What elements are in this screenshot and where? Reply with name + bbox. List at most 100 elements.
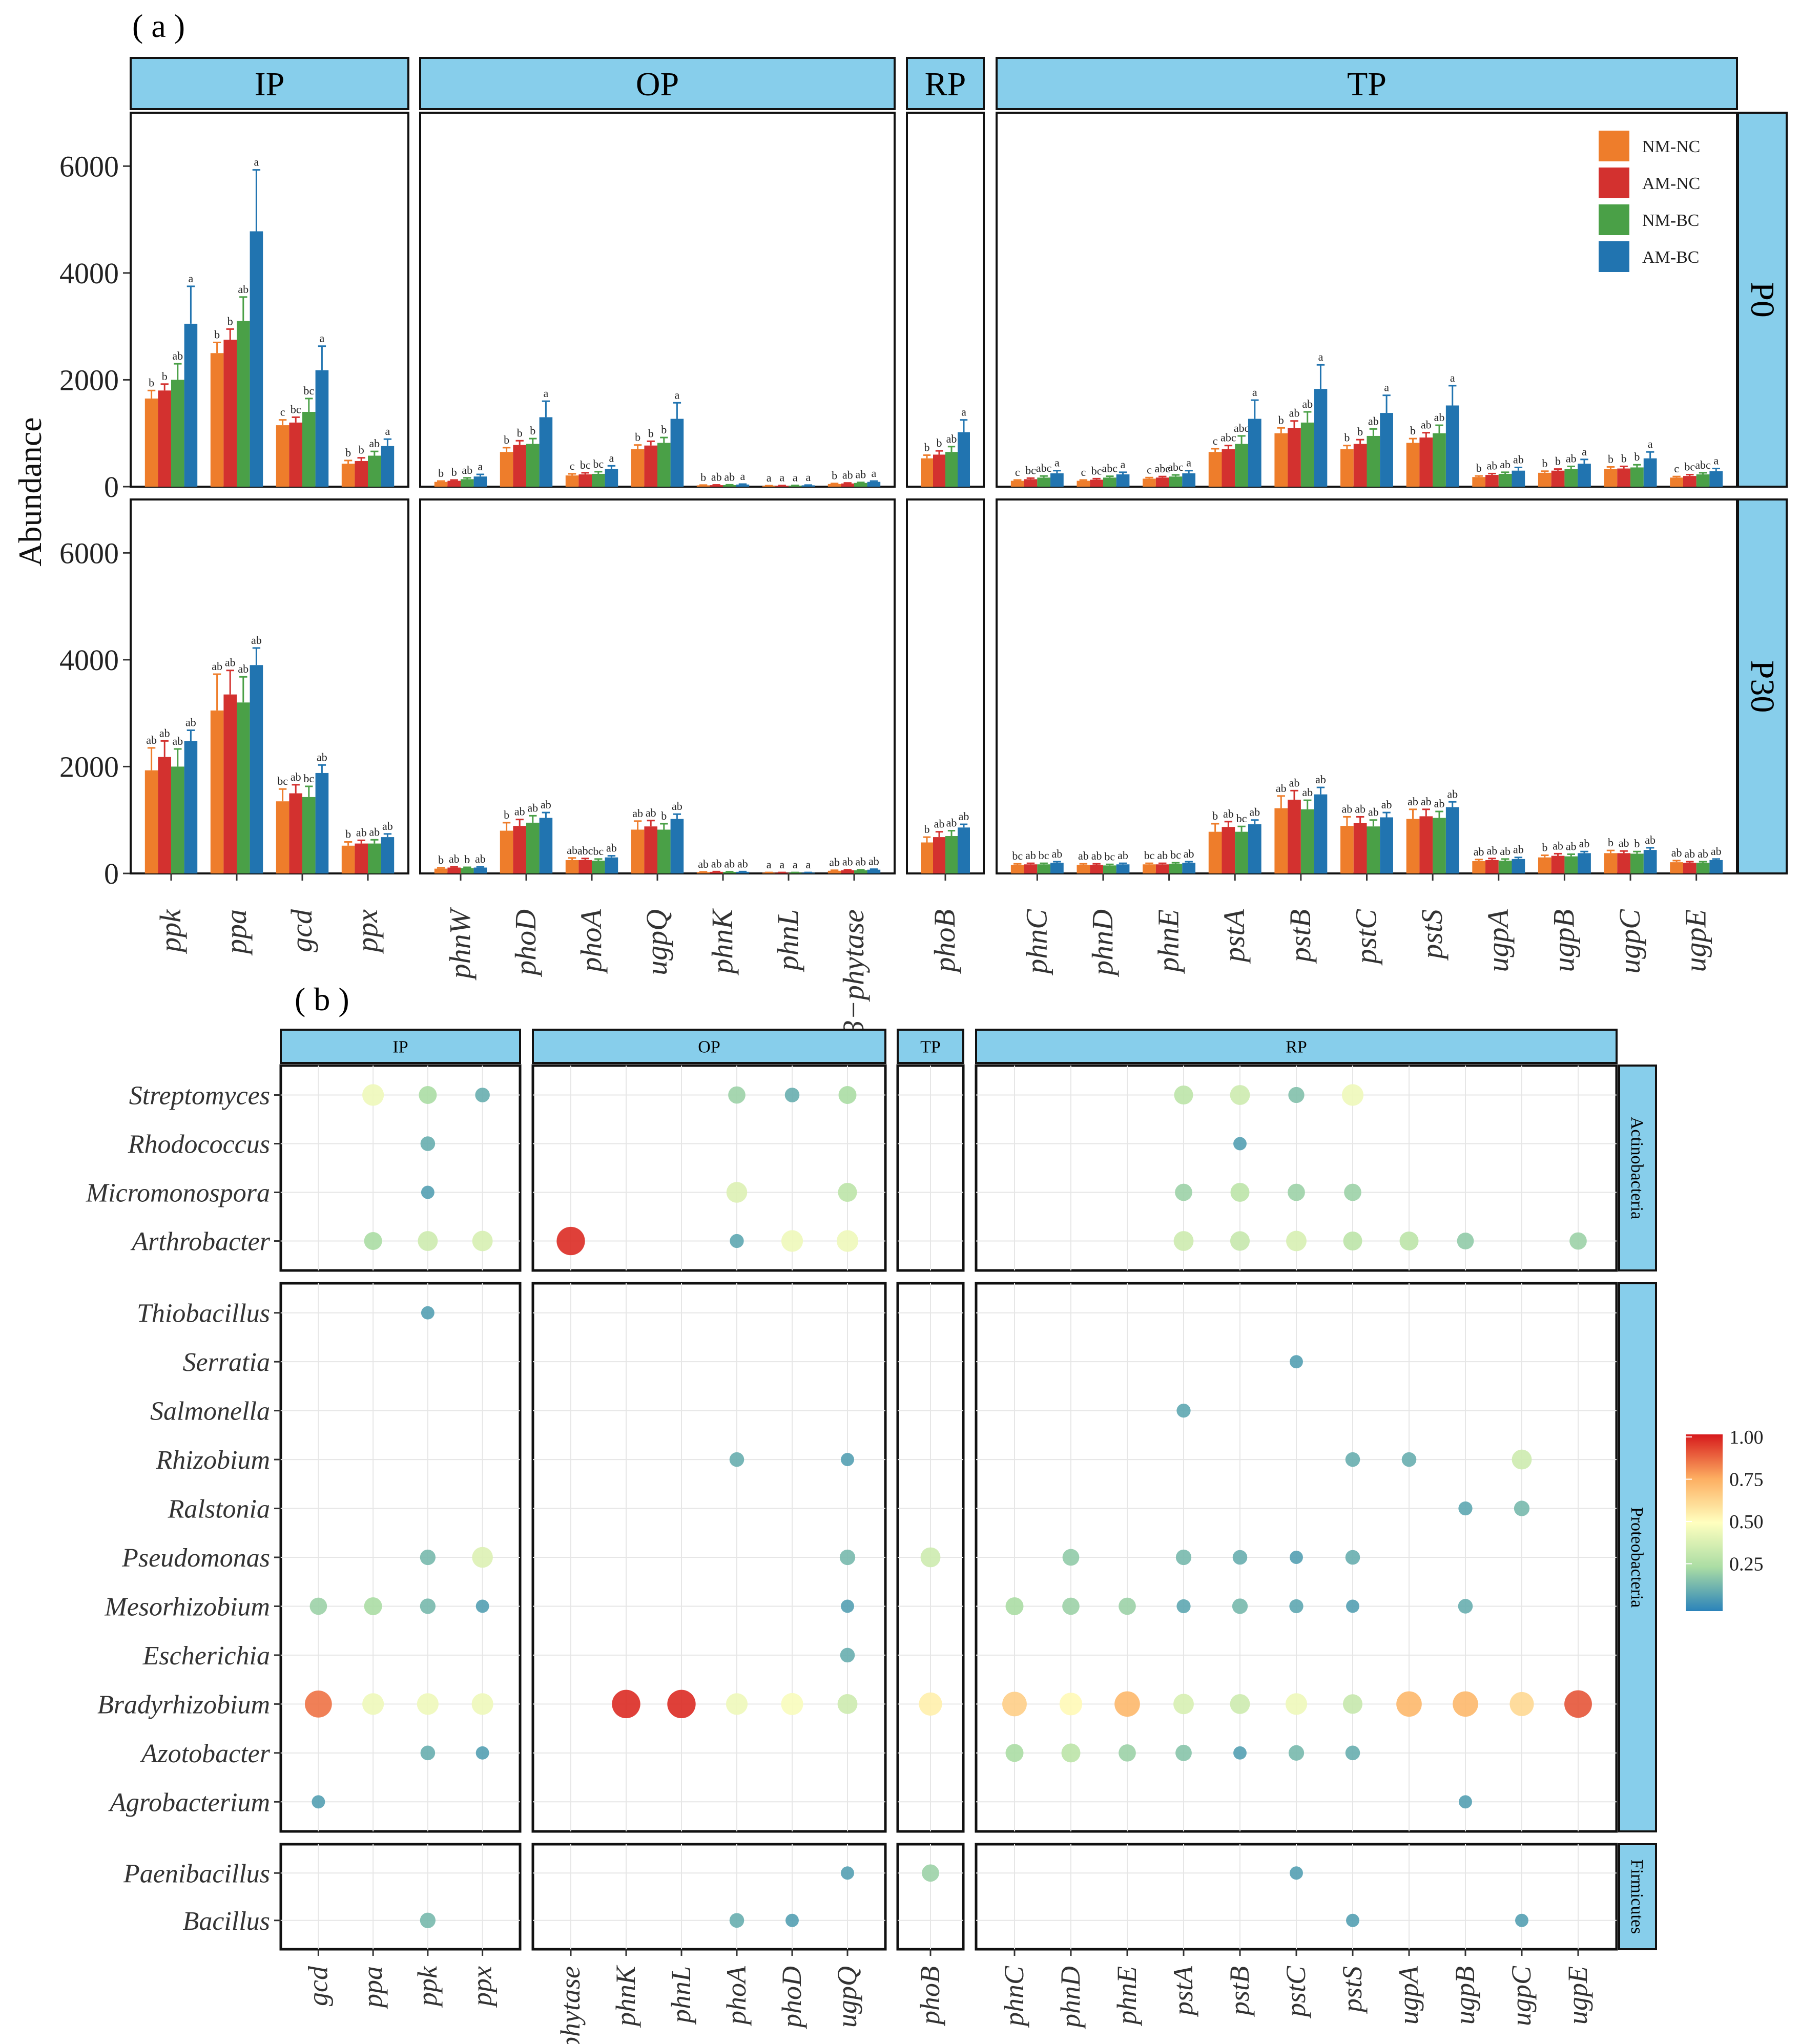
significance-label: ab	[646, 806, 656, 819]
significance-label: a	[189, 272, 194, 285]
y-tick-label: 4000	[59, 643, 119, 677]
colorbar-label: 1.00	[1729, 1427, 1764, 1448]
bar-phnk-am-nc	[710, 871, 723, 873]
bar-ppk-nm-bc	[171, 766, 184, 873]
bar-phod-am-bc	[539, 818, 553, 873]
dot-bradyrhizobium-pstb	[1230, 1694, 1250, 1714]
bar-3-phytase-am-bc	[867, 869, 881, 873]
significance-label: ab	[1381, 798, 1392, 811]
bar-phod-am-nc	[513, 445, 526, 487]
x-tick-label-phne: phnE	[1152, 909, 1185, 974]
significance-label: a	[767, 471, 772, 484]
genus-label-salmonella: Salmonella	[150, 1397, 270, 1426]
genus-label-agrobacterium: Agrobacterium	[108, 1788, 270, 1817]
bar-psts-am-bc	[1445, 807, 1459, 873]
dot-micromonospora-ugpq	[838, 1182, 857, 1202]
dot-ralstonia-ugpc	[1514, 1500, 1530, 1516]
bar-ppx-nm-nc	[341, 464, 355, 487]
significance-label: a	[793, 858, 798, 871]
x-tick-label-ugpb: ugpB	[1547, 909, 1580, 972]
significance-label: b	[345, 446, 351, 459]
bar-ugpb-nm-bc	[1564, 856, 1578, 873]
dot-row-strip-label-actinobacteria: Actinobacteria	[1627, 1117, 1646, 1219]
dot-pseudomonas-ppk	[420, 1549, 436, 1566]
bar-phnc-am-bc	[1050, 473, 1064, 487]
significance-label: ab	[1368, 806, 1379, 819]
significance-label: b	[924, 441, 930, 453]
y-tick-label: 0	[104, 470, 119, 504]
genus-label-thiobacillus: Thiobacillus	[137, 1299, 270, 1328]
legend-key-am-nc	[1599, 168, 1629, 198]
significance-label: ab	[1579, 837, 1590, 850]
significance-label: ab	[514, 805, 525, 818]
dot-micromonospora-ppk	[421, 1185, 435, 1199]
dot-pseudomonas-pstc	[1290, 1551, 1303, 1564]
bar-pstb-nm-bc	[1300, 809, 1314, 873]
dot-row-strip-label-firmicutes: Firmicutes	[1627, 1860, 1646, 1934]
bar-phoa-nm-nc	[565, 860, 579, 873]
bar-psta-am-nc	[1222, 449, 1235, 487]
significance-label: bc	[1684, 461, 1695, 473]
dot-facet-strip-op	[532, 1029, 886, 1064]
dot-arthrobacter-ugpb	[1457, 1233, 1474, 1249]
bar-pstc-am-nc	[1353, 823, 1367, 873]
bar-ugpb-nm-bc	[1564, 469, 1578, 487]
genus-label-escherichia: Escherichia	[142, 1641, 270, 1671]
significance-label: ab	[1091, 849, 1102, 862]
significance-label: b	[700, 471, 706, 484]
significance-label: ab	[1421, 795, 1432, 808]
x-tick-label-phnd: phnD	[1086, 909, 1119, 977]
significance-label: ab	[946, 817, 957, 829]
significance-label: a	[385, 425, 390, 437]
significance-label: b	[661, 809, 667, 822]
dot-mesorhizobium-phne	[1119, 1597, 1136, 1615]
significance-label: b	[227, 315, 233, 327]
significance-label: ab	[672, 800, 682, 812]
significance-label: b	[1621, 452, 1627, 465]
bar-psts-am-bc	[1445, 405, 1459, 487]
dot-panel-op-firmicutes	[531, 1843, 887, 1951]
dot-x-label-phod: phoD	[776, 1966, 807, 2030]
dot-arthrobacter-ppx	[472, 1230, 493, 1252]
significance-label: abc	[1168, 461, 1184, 473]
bar-pstc-nm-bc	[1367, 435, 1380, 487]
significance-label: ab	[1645, 833, 1656, 846]
significance-label: ab	[1302, 786, 1313, 799]
bar-phod-nm-bc	[526, 444, 540, 487]
significance-label: c	[1213, 434, 1218, 447]
facet-strip-ip	[130, 57, 409, 110]
bar-phob-nm-bc	[945, 452, 958, 487]
significance-label: b	[1476, 462, 1482, 474]
bar-gcd-nm-bc	[302, 412, 316, 487]
y-axis-title: Abundance	[12, 417, 48, 566]
dot-facet-strip-rp	[975, 1029, 1618, 1064]
dot-bradyrhizobium-phnl	[667, 1690, 696, 1719]
dot-arthrobacter-phod	[781, 1230, 803, 1252]
significance-label: b	[451, 466, 457, 478]
bar-ppk-am-nc	[158, 757, 171, 873]
bar-ugpb-nm-nc	[1538, 857, 1551, 873]
dot-streptomyces-phoa	[728, 1086, 746, 1104]
bar-ppa-am-bc	[250, 231, 263, 487]
dot-streptomyces-ppx	[475, 1088, 490, 1102]
dot-arthrobacter-pstb	[1230, 1231, 1250, 1251]
dot-salmonella-psta	[1176, 1403, 1191, 1418]
significance-label: a	[872, 467, 877, 479]
row-strip-p0	[1737, 112, 1788, 488]
significance-label: ab	[1434, 797, 1445, 810]
bar-pstc-nm-bc	[1367, 826, 1380, 873]
bar-psta-am-bc	[1248, 824, 1261, 873]
bar-ugpa-am-bc	[1512, 859, 1525, 873]
dot-azotobacter-ppx	[475, 1746, 489, 1760]
bar-ugpb-am-nc	[1551, 470, 1565, 487]
dot-micromonospora-pstc	[1288, 1183, 1305, 1201]
dot-azotobacter-ppk	[420, 1745, 436, 1761]
bar-3-phytase-am-bc	[867, 482, 881, 487]
bar-ppa-am-nc	[223, 340, 237, 487]
x-tick-label-phoa: phoA	[574, 909, 608, 974]
significance-label: a	[544, 387, 549, 400]
significance-label: abc	[577, 844, 593, 857]
significance-label: bc	[1025, 464, 1036, 476]
significance-label: bc	[1104, 850, 1115, 863]
dot-facet-strip-ip	[280, 1029, 521, 1064]
